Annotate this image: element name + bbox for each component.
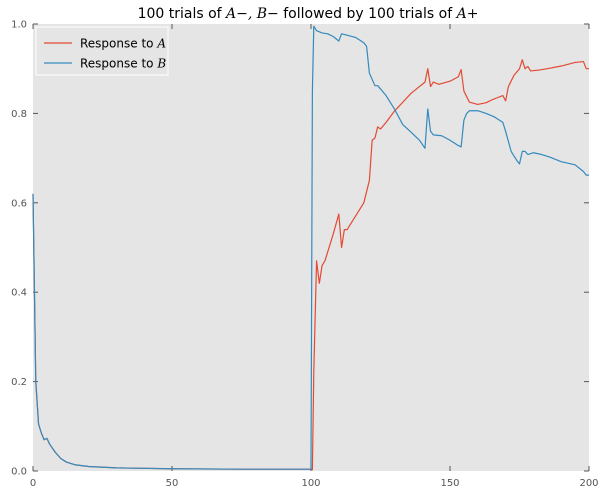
axis-tick-labels: 0 50 100 150 200 0.0 0.2 0.4 0.6 0.8 1.0 bbox=[11, 20, 598, 490]
y-tick-label: 0.8 bbox=[11, 109, 27, 120]
chart-title: 100 trials of A−, B− followed by 100 tri… bbox=[138, 6, 479, 22]
axis-ticks bbox=[32, 23, 590, 472]
x-tick-label: 200 bbox=[579, 478, 598, 489]
y-tick-label: 0.0 bbox=[11, 467, 27, 478]
chart-title-math-1: A−, B− bbox=[224, 6, 279, 22]
chart-title-middle: followed by 100 trials of bbox=[279, 6, 457, 22]
series-line-b bbox=[32, 25, 589, 470]
y-tick-label: 0.4 bbox=[11, 288, 27, 299]
legend-label-prefix: Response to bbox=[80, 37, 157, 51]
x-tick-label: 100 bbox=[301, 478, 320, 489]
chart-title-prefix: 100 trials of bbox=[138, 6, 226, 22]
legend-label-math: B bbox=[156, 57, 166, 71]
legend-label-math: A bbox=[156, 37, 166, 51]
legend-label-a: Response to A bbox=[80, 37, 166, 51]
x-tick-label: 150 bbox=[440, 478, 459, 489]
y-tick-label: 0.2 bbox=[11, 377, 27, 388]
legend-box bbox=[35, 26, 169, 76]
series-lines bbox=[32, 25, 589, 471]
chart-title-math-2: A+ bbox=[455, 6, 479, 22]
y-tick-label: 1.0 bbox=[11, 20, 27, 31]
x-tick-label: 50 bbox=[166, 478, 179, 489]
legend-label-prefix: Response to bbox=[80, 57, 157, 71]
y-tick-label: 0.6 bbox=[11, 198, 27, 209]
legend-label-b: Response to B bbox=[80, 57, 166, 71]
x-tick-label: 0 bbox=[30, 478, 36, 489]
